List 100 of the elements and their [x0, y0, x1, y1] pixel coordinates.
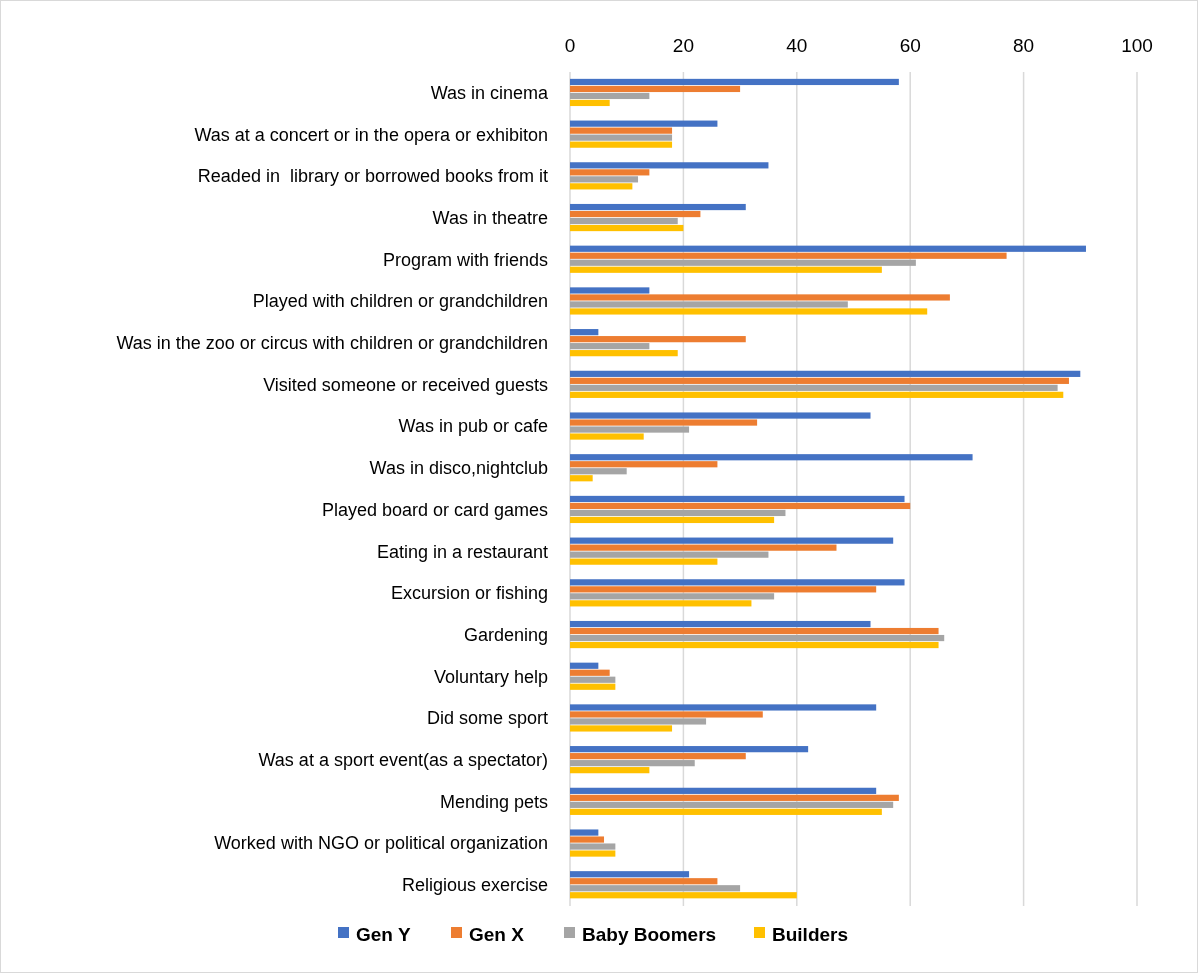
- bar: [570, 878, 718, 885]
- bar: [570, 259, 916, 266]
- bar: [570, 99, 610, 107]
- bar: [570, 169, 650, 176]
- y-tick-label: Voluntary help: [433, 666, 548, 687]
- bar: [570, 252, 1007, 259]
- y-tick-label: Was in pub or cafe: [398, 416, 548, 437]
- bar: [570, 308, 928, 315]
- bar: [570, 836, 605, 843]
- y-tick-label: Eating in a restaurant: [376, 541, 548, 562]
- bar: [570, 600, 752, 607]
- bar: [570, 134, 673, 141]
- bar: [570, 176, 639, 183]
- bar: [570, 634, 945, 642]
- y-tick-label: Was at a sport event(as a spectator): [258, 750, 548, 771]
- bar: [570, 704, 877, 711]
- bar: [570, 767, 650, 774]
- x-tick-label: 100: [1121, 35, 1153, 56]
- bar: [570, 287, 650, 294]
- y-tick-label: Was in the zoo or circus with children or grandchildren: [116, 333, 548, 354]
- bar: [570, 544, 837, 551]
- bar: [570, 162, 769, 169]
- bar: [570, 502, 911, 510]
- bar: [570, 662, 599, 669]
- bar: [570, 461, 718, 468]
- x-tick-label: 20: [672, 35, 694, 56]
- bar: [570, 801, 894, 808]
- bar: [570, 454, 973, 461]
- y-tick-label: Gardening: [463, 624, 548, 645]
- y-tick-label: Was in cinema: [430, 82, 549, 103]
- bar: [570, 210, 701, 218]
- bar: [570, 120, 718, 127]
- bar: [570, 620, 871, 628]
- bar: [570, 433, 644, 440]
- y-tick-label: Religious exercise: [401, 875, 548, 896]
- legend-label: Gen Y: [356, 924, 411, 945]
- bar: [570, 245, 1086, 252]
- bar: [570, 787, 877, 794]
- bar: [570, 593, 775, 600]
- bar: [570, 412, 871, 419]
- bar: [570, 746, 809, 753]
- y-tick-label: Played with children or grandchildren: [252, 291, 548, 312]
- x-tick-label: 60: [899, 35, 921, 56]
- bar: [570, 294, 950, 301]
- bar: [570, 711, 763, 718]
- bar: [570, 885, 741, 892]
- x-tick-label: 80: [1013, 35, 1035, 56]
- bar: [570, 141, 673, 148]
- bar: [570, 350, 678, 357]
- bar: [570, 426, 690, 433]
- bar: [570, 669, 610, 676]
- bar: [570, 475, 593, 482]
- bar: [570, 85, 741, 93]
- bar: [570, 329, 599, 336]
- bar: [570, 558, 718, 565]
- legend-label: Baby Boomers: [582, 924, 717, 945]
- bar: [570, 509, 786, 517]
- bar: [570, 92, 650, 100]
- y-tick-label: Was at a concert or in the opera or exhibiton: [194, 124, 548, 145]
- bar: [570, 808, 882, 815]
- bar: [570, 892, 797, 899]
- y-tick-label: Was in disco,nightclub: [369, 458, 548, 479]
- bar: [570, 537, 894, 544]
- bar: [570, 794, 899, 801]
- bar: [570, 127, 673, 134]
- bar: [570, 516, 775, 524]
- y-tick-label: Readed in library or borrowed books from it: [197, 166, 548, 187]
- bar: [570, 829, 599, 836]
- bar: [570, 224, 684, 232]
- x-tick-label: 40: [786, 35, 808, 56]
- bar: [570, 343, 650, 350]
- y-tick-label: Mending pets: [439, 791, 548, 812]
- bar: [570, 676, 616, 683]
- y-tick-label: Excursion or fishing: [390, 583, 548, 604]
- bar: [570, 551, 769, 558]
- bar: [570, 78, 899, 86]
- bar: [570, 266, 882, 273]
- x-tick-label: 0: [564, 35, 576, 56]
- bar: [570, 377, 1069, 384]
- bar: [570, 370, 1081, 377]
- bar: [570, 871, 690, 878]
- bar: [570, 683, 616, 690]
- bar: [570, 760, 695, 767]
- bar: [570, 384, 1058, 391]
- bar: [570, 336, 746, 343]
- legend-label: Builders: [772, 924, 849, 945]
- bar: [570, 495, 905, 503]
- bar: [570, 641, 939, 649]
- bar: [570, 753, 746, 760]
- bar: [570, 391, 1064, 398]
- bar: [570, 843, 616, 850]
- bar: [570, 301, 848, 308]
- bar: [570, 718, 707, 725]
- bar: [570, 627, 939, 635]
- bar: [570, 468, 627, 475]
- bar: [570, 586, 877, 593]
- y-tick-label: Worked with NGO or political organization: [214, 833, 548, 854]
- y-tick-label: Program with friends: [382, 249, 548, 270]
- bar: [570, 217, 678, 225]
- bar: [570, 850, 616, 857]
